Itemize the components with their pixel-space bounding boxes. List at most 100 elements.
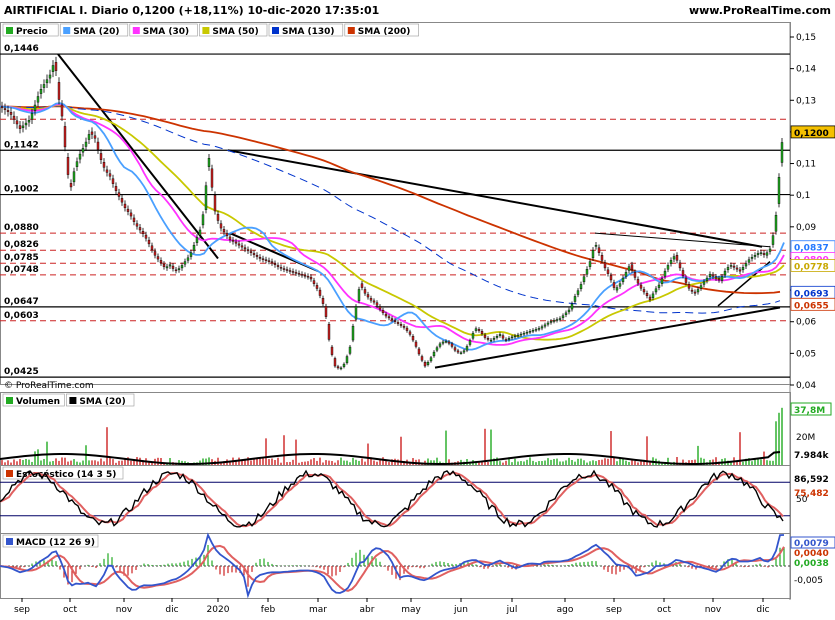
macd-histogram-bar [211,560,213,566]
volume-bar [484,428,486,465]
price-candle [336,366,340,369]
price-candle [753,255,757,257]
volume-bar [391,459,393,465]
level-label: 0,0748 [4,265,39,275]
volume-bar [469,462,471,465]
macd-histogram-bar [143,563,145,566]
volume-bar [295,439,297,465]
price-candle [552,320,556,322]
macd-histogram-bar [227,566,229,574]
volume-bar [352,457,354,465]
volume-bar [37,449,39,465]
level-label-bg [2,139,38,150]
volume-bar [292,459,294,465]
x-tick-label: mar [309,605,327,615]
macd-histogram-bar [111,557,113,566]
volume-bar [307,461,309,465]
volume-bar [91,460,93,465]
price-candle [369,298,373,301]
volume-bar [568,457,570,465]
macd-histogram-bar [51,559,53,566]
price-candle [621,277,625,283]
legend-item [268,23,344,37]
macd-histogram-bar [99,563,101,566]
macd-histogram-bar [175,563,177,566]
volume-bar [31,461,33,465]
volume-bar [94,460,96,465]
x-tick-label: oct [63,605,77,615]
legend-swatch [6,470,13,477]
price-candle [396,322,400,324]
price-candle [174,269,178,272]
y-tick-label: 0,11 [796,160,816,170]
macd-histogram-bar [571,563,573,566]
price-candle [393,320,397,322]
macd-histogram-bar [223,566,225,576]
price-candle [462,350,466,353]
volume-bar [100,458,102,465]
macd-histogram-bar [155,565,157,566]
volume-bar [562,461,564,465]
price-candle [645,293,649,296]
price-candle [444,341,448,343]
macd-histogram-bar [691,566,693,569]
macd-histogram-bar [55,561,57,566]
price-candle [756,253,760,255]
macd-signal-line [0,544,785,592]
volume-bar [622,457,624,465]
price-candle [471,332,475,339]
macd-histogram-bar [511,566,513,570]
price-candle [366,294,370,298]
volume-bar [280,462,282,465]
price-candle [525,331,529,334]
macd-histogram-bar [59,566,61,570]
volume-bar [370,457,372,465]
x-tick-label: jun [453,605,468,615]
volume-bar [58,460,60,465]
price-candle [765,252,769,256]
price-candle [330,346,334,355]
volume-bar [259,457,261,465]
volume-bar [382,457,384,465]
macd-histogram-bar [775,558,777,566]
price-candle [480,331,484,334]
price-candle [504,339,508,341]
price-candle [579,284,583,290]
price-candle [159,260,163,264]
price-candle [153,251,157,256]
price-candle [96,141,100,150]
level-label-bg [2,183,38,194]
volume-bar [778,412,780,465]
price-candle [399,324,403,326]
price-candle [342,363,346,367]
price-candle [318,289,322,296]
price-candle [324,306,328,317]
macd-histogram-bar [767,566,769,568]
macd-histogram-bar [643,566,645,568]
price-badge [790,259,835,272]
x-tick-label: may [401,605,421,615]
macd-histogram-bar [191,558,193,566]
legend-label: Volumen [16,397,60,407]
price-candle [573,296,577,302]
macd-histogram-bar [491,566,493,567]
price-badge-label: 0,1200 [794,129,829,139]
x-tick-label: nov [116,605,133,615]
volume-bar [583,460,585,465]
volume-bar [595,461,597,465]
price-candle [459,352,463,354]
legend-swatch [202,27,210,34]
macd-histogram-bar [419,566,421,569]
volume-bar [76,461,78,465]
trend-line [227,149,763,248]
macd-histogram-bar [583,561,585,566]
price-candle [537,328,541,330]
price-candle [60,104,64,117]
macd-histogram-bar [479,566,481,568]
price-candle [72,171,76,183]
price-candle [339,367,343,370]
volume-bar [433,460,435,465]
price-candle [210,168,214,188]
volume-bar [751,461,753,465]
